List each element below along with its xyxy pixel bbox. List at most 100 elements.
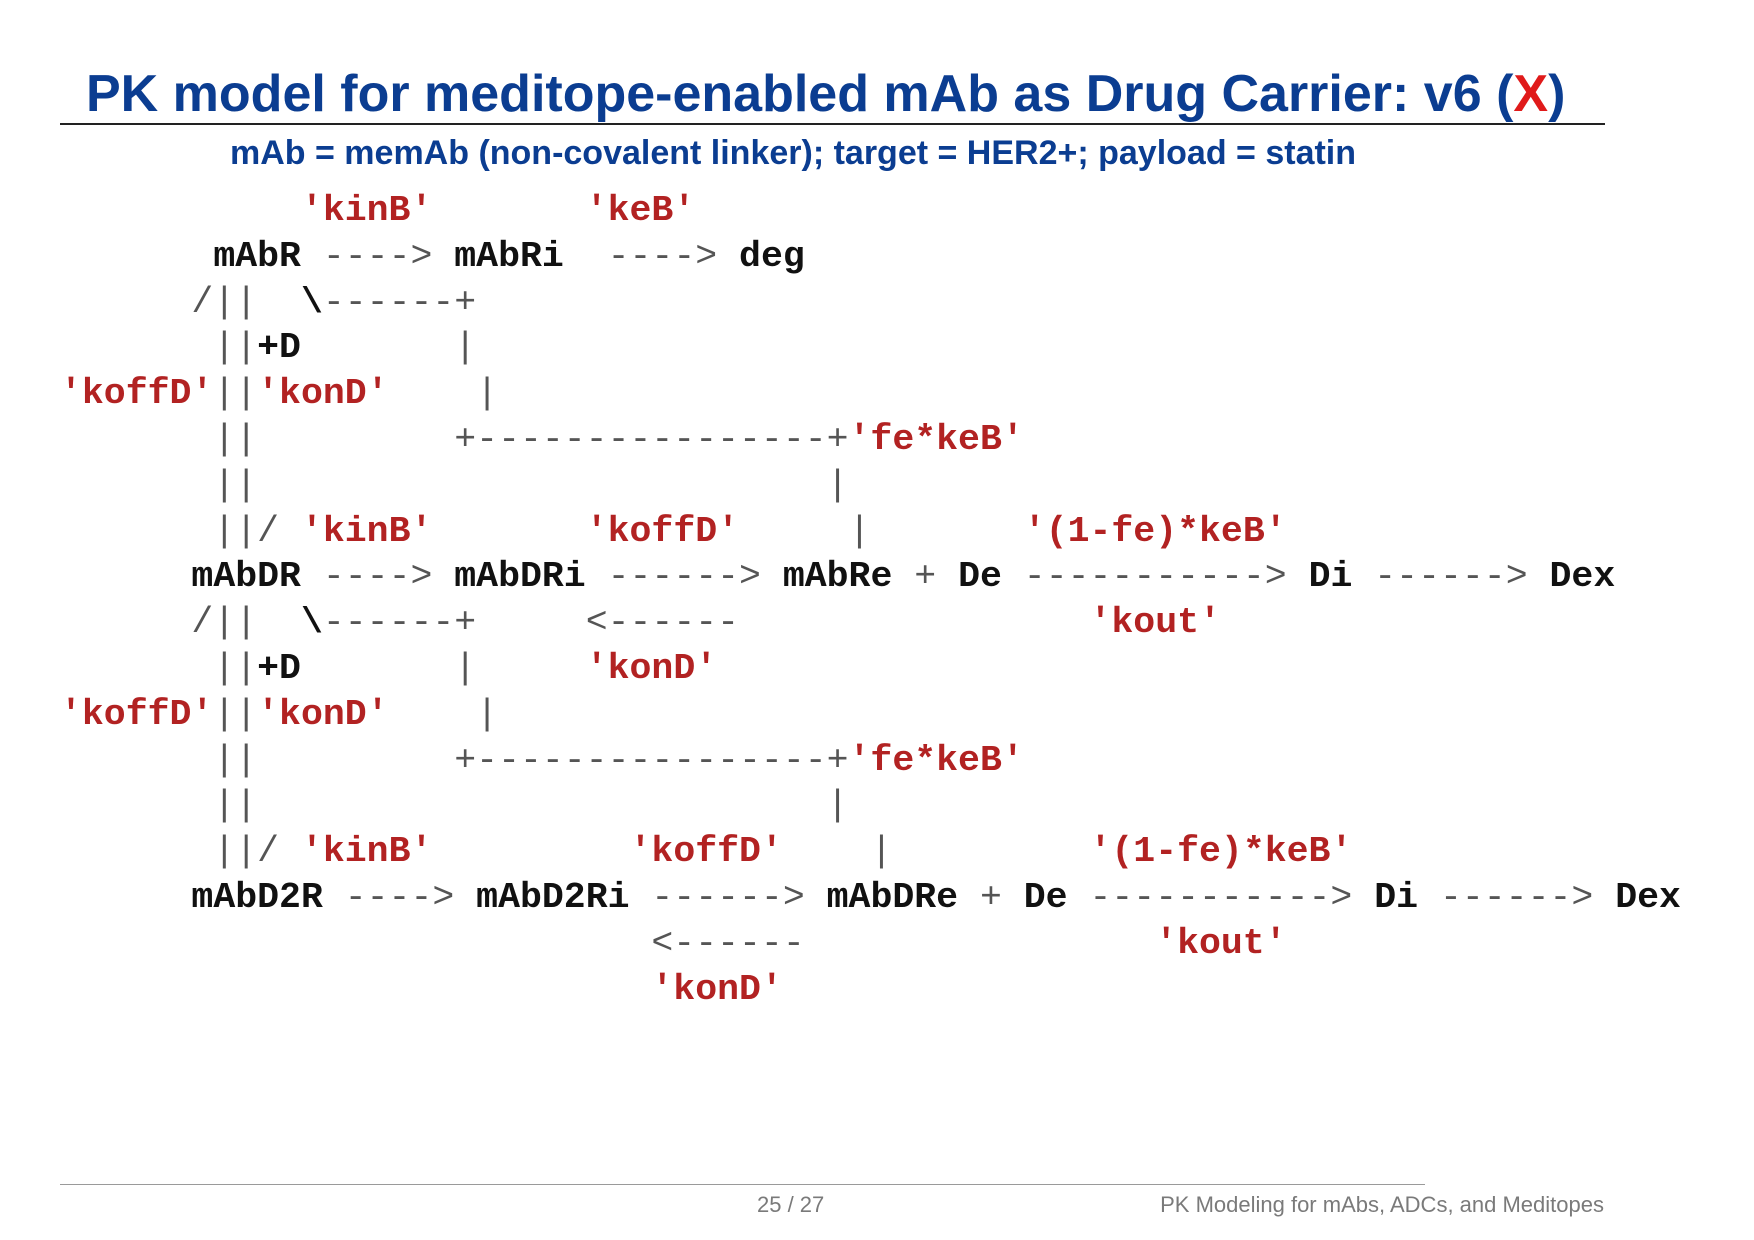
species-label: Dex xyxy=(1615,876,1681,918)
slide-title: PK model for meditope-enabled mAb as Dru… xyxy=(86,64,1565,124)
diagram-connector: /|| xyxy=(60,281,301,323)
diagram-line: mAbD2R ----> mAbD2Ri ------> mAbDRe + De… xyxy=(60,875,1681,921)
diagram-connector: || | xyxy=(60,785,849,827)
diagram-line: /|| \------+ xyxy=(60,280,1681,326)
diagram-connector: ----> xyxy=(322,876,477,918)
species-label: mAbDR xyxy=(191,556,301,598)
diagram-line: || | xyxy=(60,783,1681,829)
page-number: 25 / 27 xyxy=(757,1192,825,1217)
rate-constant-label: 'kout' xyxy=(1089,602,1221,644)
diagram-line: /|| \------+ <------ 'kout' xyxy=(60,600,1681,646)
footer-rule xyxy=(60,1184,1425,1185)
diagram-connector: || +----------------+ xyxy=(60,418,849,460)
diagram-line: || +----------------+'fe*keB' xyxy=(60,417,1681,463)
slide-subtitle: mAb = memAb (non-covalent linker); targe… xyxy=(230,134,1357,172)
diagram-connector xyxy=(60,236,213,277)
diagram-connector: ----> xyxy=(563,235,740,277)
diagram-connector: ||/ xyxy=(60,510,301,552)
diagram-connector: ------+ <------ xyxy=(322,602,1090,644)
rate-constant-label: 'kout' xyxy=(1155,922,1287,964)
diagram-connector: | xyxy=(300,647,586,689)
species-label: mAbRi xyxy=(454,235,564,277)
diagram-connector xyxy=(60,556,191,597)
rate-constant-label: 'koffD' xyxy=(629,831,783,873)
rate-constant-label: 'konD' xyxy=(651,968,783,1010)
species-label: \ xyxy=(300,281,323,323)
diagram-connector: ------> xyxy=(629,876,827,918)
species-label: mAbRe xyxy=(782,556,893,598)
diagram-connector: | xyxy=(388,373,499,415)
species-label: deg xyxy=(739,235,805,277)
species-label: +D xyxy=(257,647,301,689)
diagram-connector: <------ xyxy=(60,922,1156,964)
footer-title: PK Modeling for mAbs, ADCs, and Meditope… xyxy=(1160,1192,1604,1217)
diagram-connector: | xyxy=(739,510,1024,552)
diagram-connector: -----------> xyxy=(1001,556,1309,598)
diagram-connector: || +----------------+ xyxy=(60,739,849,781)
species-label: De xyxy=(958,556,1002,598)
rate-constant-label: 'fe*keB' xyxy=(848,739,1024,781)
rate-constant-label: 'fe*keB' xyxy=(848,418,1024,460)
diagram-connector: ------> xyxy=(585,556,783,598)
diagram-connector xyxy=(432,511,585,552)
diagram-connector: ----> xyxy=(300,556,455,598)
species-label: +D xyxy=(257,327,301,369)
rate-constant-label: '(1-fe)*keB' xyxy=(1023,510,1287,552)
slide-title-close: ) xyxy=(1548,65,1566,123)
diagram-connector: ------> xyxy=(1352,556,1550,598)
rate-constant-label: 'koffD' xyxy=(60,373,214,415)
diagram-line: mAbR ----> mAbRi ----> deg xyxy=(60,234,1681,280)
species-label: Di xyxy=(1308,556,1353,598)
diagram-connector xyxy=(60,877,191,918)
diagram-line: ||+D | 'konD' xyxy=(60,646,1681,692)
diagram-line: 'koffD'||'konD' | xyxy=(60,692,1681,738)
rate-constant-label: 'koffD' xyxy=(585,510,740,552)
diagram-connector: || xyxy=(60,647,258,689)
species-label: mAbR xyxy=(213,235,301,277)
diagram-connector: || xyxy=(213,693,258,735)
diagram-connector: ||/ xyxy=(60,831,301,873)
diagram-line: 'koffD'||'konD' | xyxy=(60,371,1681,417)
title-rule xyxy=(60,123,1605,125)
species-label: Dex xyxy=(1549,556,1616,598)
version-mark: X xyxy=(1513,65,1549,123)
rate-constant-label: 'konD' xyxy=(585,647,718,689)
diagram-connector: /|| xyxy=(60,602,301,644)
rate-constant-label: 'kinB' xyxy=(300,831,433,873)
diagram-line: mAbDR ----> mAbDRi ------> mAbRe + De --… xyxy=(60,554,1681,600)
diagram-connector: -----------> xyxy=(1067,876,1375,918)
reaction-diagram: 'kinB' 'keB' mAbR ----> mAbRi ----> deg … xyxy=(60,188,1681,1012)
diagram-connector: ----> xyxy=(300,235,455,277)
diagram-line: || +----------------+'fe*keB' xyxy=(60,738,1681,784)
species-label: mAbDRi xyxy=(454,556,586,598)
rate-constant-label: 'kinB' 'keB' xyxy=(60,190,696,231)
species-label: Di xyxy=(1374,876,1419,918)
rate-constant-label: 'koffD' xyxy=(60,693,214,735)
rate-constant-label: 'konD' xyxy=(257,693,389,735)
species-label: mAbDRe xyxy=(826,876,959,918)
diagram-connector: | xyxy=(300,327,477,369)
diagram-connector xyxy=(432,831,629,872)
diagram-line: || | xyxy=(60,463,1681,509)
diagram-connector: + xyxy=(892,556,959,598)
diagram-connector: + xyxy=(958,876,1024,918)
rate-constant-label: 'kinB' xyxy=(300,510,433,552)
diagram-connector: ------> xyxy=(1418,876,1616,918)
diagram-connector: || | xyxy=(60,464,849,506)
diagram-line: ||/ 'kinB' 'koffD' | '(1-fe)*keB' xyxy=(60,509,1681,555)
diagram-line: 'kinB' 'keB' xyxy=(60,188,1681,234)
diagram-line: 'konD' xyxy=(60,967,1681,1013)
diagram-connector xyxy=(60,969,651,1010)
diagram-line: ||/ 'kinB' 'koffD' | '(1-fe)*keB' xyxy=(60,829,1681,875)
diagram-line: <------ 'kout' xyxy=(60,921,1681,967)
diagram-connector: || xyxy=(60,327,258,369)
diagram-connector: ------+ xyxy=(322,281,477,323)
diagram-connector: | xyxy=(782,831,1090,873)
species-label: De xyxy=(1023,876,1068,918)
species-label: mAbD2R xyxy=(191,876,323,918)
slide-title-text: PK model for meditope-enabled mAb as Dru… xyxy=(86,65,1514,123)
diagram-line: ||+D | xyxy=(60,325,1681,371)
rate-constant-label: '(1-fe)*keB' xyxy=(1089,831,1353,873)
species-label: mAbD2Ri xyxy=(476,876,630,918)
